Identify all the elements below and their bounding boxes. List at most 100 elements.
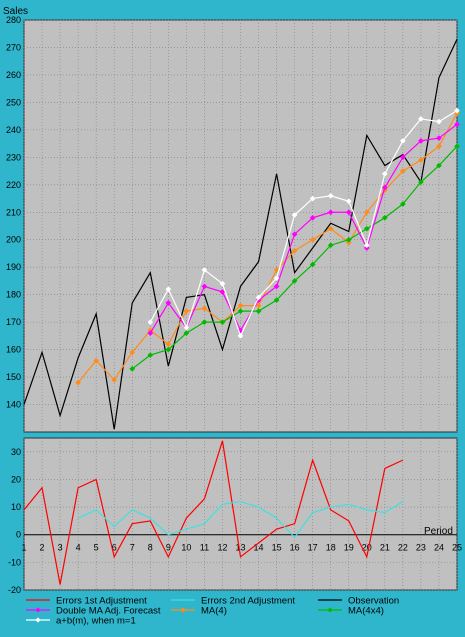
point-a_plus_b [219,280,226,287]
y-tick-label: 0 [16,530,21,540]
point-ma4 [417,157,424,164]
legend-label: MA(4x4) [348,606,384,617]
point-double_ma [345,209,352,216]
point-ma4 [291,247,298,254]
x-tick-label: 16 [290,543,300,553]
point-ma4x4 [436,162,442,169]
y-tick-label: 260 [6,70,21,80]
point-ma4x4 [399,201,406,207]
point-ma4x4 [291,277,298,284]
point-double_ma [417,137,424,144]
series-line-err2 [77,500,404,539]
point-ma4x4 [129,365,136,372]
x-tick-label: 1 [21,543,26,553]
point-a_plus_b [147,319,154,326]
legend-label: MA(4) [201,606,227,617]
x-tick-label: 4 [76,543,81,553]
bottom-grid [23,438,458,591]
point-ma4x4 [417,179,424,186]
legend-marker [327,607,333,613]
bottom-series [23,440,404,585]
point-ma4 [111,376,118,383]
point-a_plus_b [291,212,298,218]
point-ma4x4 [183,330,190,337]
point-a_plus_b [255,294,262,301]
y-tick-label: -10 [8,557,21,567]
point-ma4x4 [309,261,316,268]
series-line-err1 [23,440,404,585]
y-tick-label: 20 [11,474,21,484]
point-a_plus_b [237,332,244,339]
x-axis-label-period: Period [424,526,453,537]
y-tick-label: 210 [6,207,21,217]
x-tick-label: 10 [181,543,191,553]
point-ma4x4 [201,319,208,326]
point-ma4 [309,236,316,243]
point-ma4 [399,168,406,175]
point-a_plus_b [436,118,442,125]
point-double_ma [381,184,388,191]
y-tick-label: 280 [6,15,21,25]
point-double_ma [327,209,334,216]
y-tick-label: 150 [6,372,21,382]
x-tick-label: 21 [380,543,390,553]
x-tick-label: 3 [58,543,63,553]
x-tick-label: 23 [416,543,426,553]
x-tick-label: 7 [130,543,135,553]
legend-marker [35,617,41,623]
point-ma4x4 [219,319,226,326]
x-tick-label: 17 [308,543,318,553]
legend-marker [35,607,41,613]
point-a_plus_b [417,115,424,122]
x-tick-label: 22 [398,543,408,553]
point-ma4 [129,349,136,356]
top-series [23,38,460,430]
y-axis-label-sales: Sales [3,6,28,17]
y-tick-label: 180 [6,290,21,300]
point-ma4x4 [363,225,370,232]
y-tick-label: 160 [6,345,21,355]
legend-label: Double MA Adj. Forecast [56,606,161,617]
point-a_plus_b [363,242,370,249]
point-a_plus_b [165,286,172,293]
top-grid [23,19,458,432]
x-tick-label: 25 [452,543,462,553]
point-a_plus_b [454,107,460,114]
point-double_ma [201,283,208,290]
series-line-double_ma [149,123,458,334]
legend-label: a+b(m), when m=1 [56,616,136,627]
point-ma4x4 [147,352,154,359]
y-tick-label: 30 [11,447,21,457]
point-double_ma [309,214,316,221]
y-tick-label: 10 [11,502,21,512]
point-ma4 [201,305,208,312]
point-double_ma [399,154,406,161]
point-a_plus_b [381,170,388,177]
bottom-y-ticks: -20 -10 0 10 20 30 [8,447,21,595]
point-ma4 [273,266,280,273]
point-ma4 [183,308,190,315]
point-double_ma [454,121,460,128]
legend-label: Observation [348,596,399,607]
x-tick-label: 15 [272,543,282,553]
point-a_plus_b [399,137,406,144]
point-a_plus_b [345,198,352,205]
x-tick-label: 12 [217,543,227,553]
point-ma4x4 [165,346,172,353]
y-tick-label: 170 [6,317,21,327]
y-tick-label: 190 [6,262,21,272]
y-tick-label: 230 [6,152,21,162]
x-tick-label: 6 [112,543,117,553]
top-y-ticks: 140 150 160 170 180 190 200 210 220 230 240 250 260 2… [6,15,21,410]
point-a_plus_b [183,324,190,331]
y-tick-label: 250 [6,97,21,107]
point-ma4x4 [273,297,280,304]
x-tick-label: 2 [40,543,45,553]
point-double_ma [165,299,172,306]
legend-marker [180,607,186,613]
point-ma4 [327,225,334,232]
y-tick-label: 200 [6,235,21,245]
x-tick-label: 18 [326,543,336,553]
x-tick-label: 11 [200,543,209,553]
